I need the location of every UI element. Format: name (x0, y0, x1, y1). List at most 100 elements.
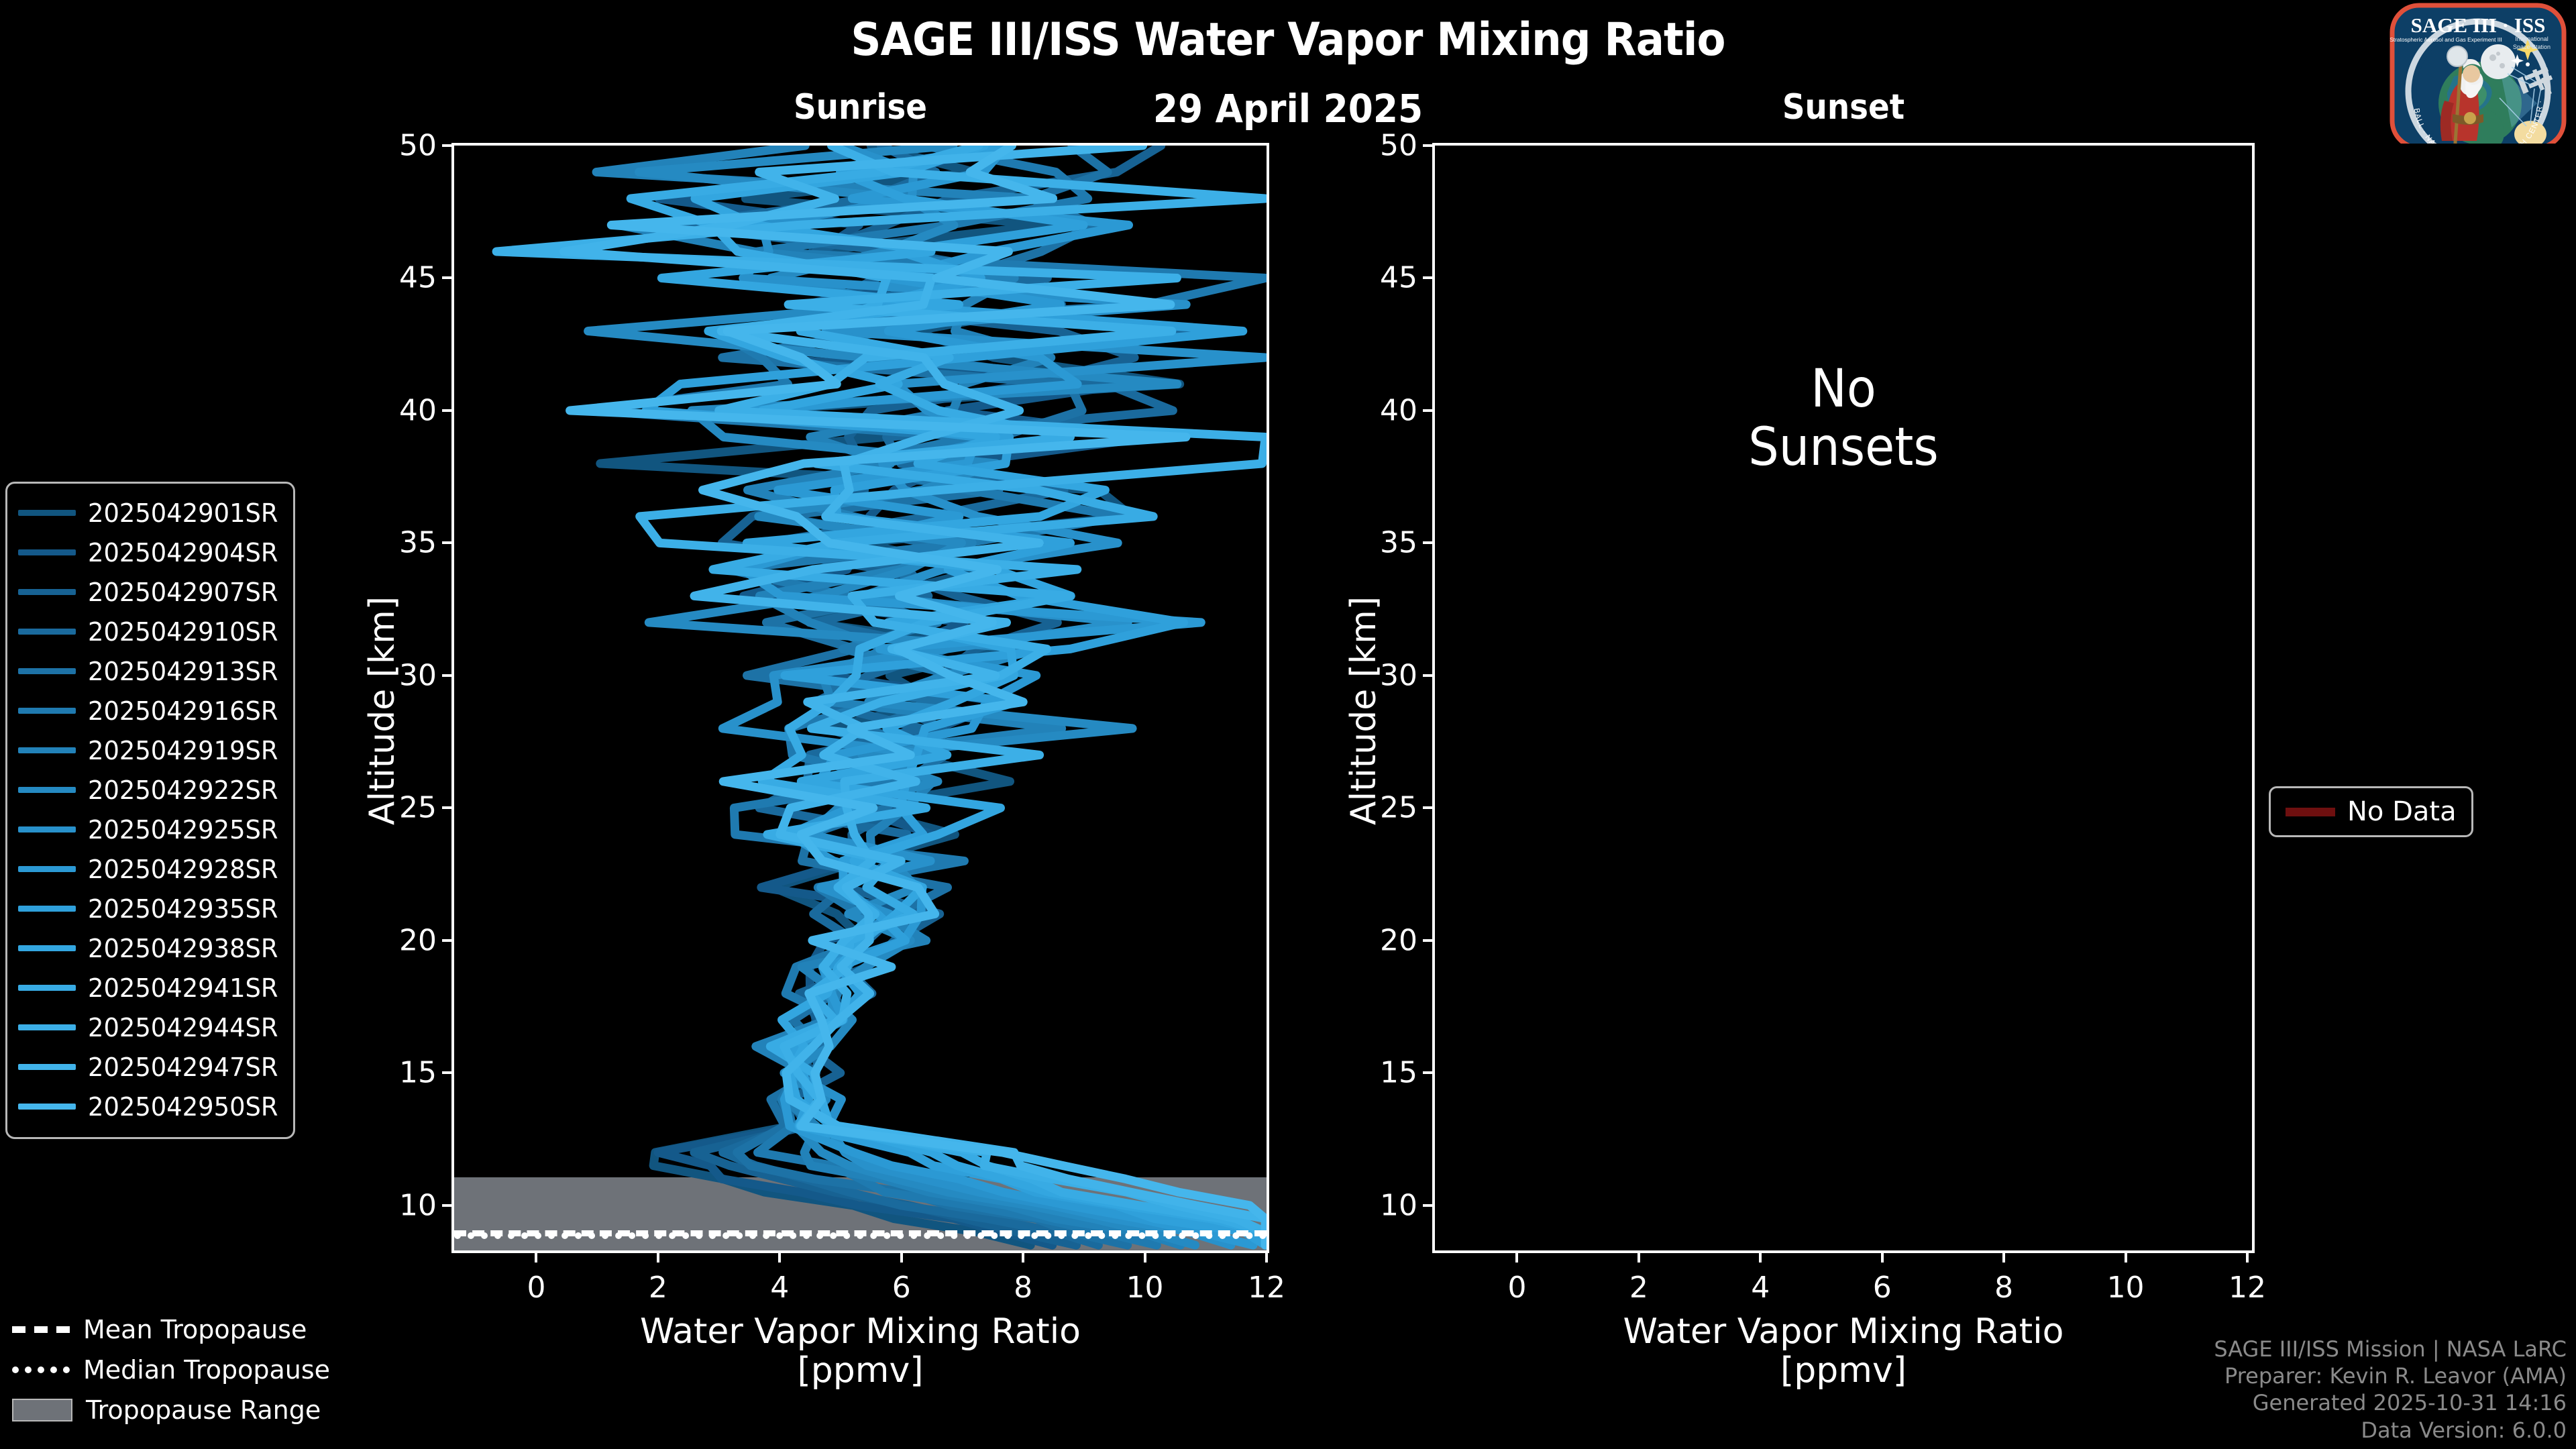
profile-legend-swatch (18, 1104, 76, 1110)
profile-legend-swatch (18, 826, 76, 833)
tropopause-legend-label: Mean Tropopause (83, 1315, 307, 1344)
profile-legend-item[interactable]: 2025042941SR (18, 968, 282, 1008)
sunset-plot-panel[interactable]: No Sunsets 10 15 20 25 30 35 40 45 50 0 2 4 6 8 10 12 … (1380, 129, 2266, 1391)
median-tropopause-line (454, 1232, 1267, 1240)
footer-generated: Generated 2025-10-31 14:16 (2252, 1390, 2567, 1416)
y-tick-label: 50 (399, 128, 437, 163)
x-tick-label: 0 (527, 1271, 546, 1305)
y-tick-mark (1423, 541, 1435, 545)
y-tick-mark (442, 1071, 454, 1075)
profile-legend-item[interactable]: 2025042904SR (18, 533, 282, 572)
y-tick-mark (1423, 276, 1435, 280)
x-tick-mark (1880, 1250, 1884, 1263)
y-tick-mark (442, 276, 454, 280)
x-tick-mark (1022, 1250, 1025, 1263)
tropopause-range-swatch (12, 1399, 72, 1421)
x-tick-mark (778, 1250, 782, 1263)
logo-subtitle-right-2: Space Station (2513, 44, 2551, 50)
profile-legend-label: 2025042947SR (88, 1052, 278, 1082)
y-tick-label: 25 (399, 790, 437, 825)
tropopause-legend-item: Mean Tropopause (12, 1309, 361, 1350)
y-tick-label: 20 (1380, 923, 1417, 958)
x-tick-mark (1265, 1250, 1268, 1263)
date-title: 29 April 2025 (1152, 86, 1424, 131)
profile-legend-swatch (18, 708, 76, 714)
profile-legend-item[interactable]: 2025042935SR (18, 889, 282, 928)
y-tick-label: 40 (399, 393, 437, 428)
profile-legend-item[interactable]: 2025042950SR (18, 1087, 282, 1126)
sunset-panel-title: Sunset (1782, 87, 1905, 127)
x-tick-mark (1759, 1250, 1762, 1263)
sunrise-y-axis-title: Altitude [km] (362, 596, 402, 825)
profile-legend-item[interactable]: 2025042913SR (18, 651, 282, 691)
y-tick-label: 40 (1380, 393, 1417, 428)
profile-legend-item[interactable]: 2025042901SR (18, 493, 282, 533)
x-tick-mark (2246, 1250, 2249, 1263)
x-tick-label: 12 (2229, 1271, 2266, 1305)
y-tick-mark (442, 938, 454, 942)
profile-legend-item[interactable]: 2025042907SR (18, 572, 282, 612)
mean-tropopause-swatch (12, 1321, 70, 1338)
x-tick-label: 8 (1994, 1271, 2014, 1305)
profile-legend-item[interactable]: 2025042925SR (18, 810, 282, 849)
x-tick-mark (535, 1250, 538, 1263)
profile-legend[interactable]: 2025042901SR 2025042904SR 2025042907SR 2025… (5, 482, 295, 1139)
profile-legend-item[interactable]: 2025042928SR (18, 849, 282, 889)
y-tick-label: 50 (1380, 128, 1417, 163)
x-tick-mark (2124, 1250, 2127, 1263)
sunrise-x-axis-title: Water Vapor Mixing Ratio [ppmv] (454, 1312, 1267, 1391)
x-tick-label: 6 (1872, 1271, 1892, 1305)
logo-graphic: BALL · NASA LANGLEY RESEARCH CENTER · ES… (2390, 3, 2567, 150)
footer-data-version: Data Version: 6.0.0 (2361, 1417, 2567, 1443)
profile-legend-item[interactable]: 2025042944SR (18, 1008, 282, 1047)
sunset-y-axis-title: Altitude [km] (1344, 596, 1384, 825)
profile-legend-item[interactable]: 2025042916SR (18, 691, 282, 731)
y-tick-label: 35 (1380, 525, 1417, 560)
tropopause-legend-item: Tropopause Range (12, 1390, 361, 1430)
y-tick-label: 10 (1380, 1188, 1417, 1223)
profile-legend-swatch (18, 549, 76, 555)
profile-legend-label: 2025042950SR (88, 1091, 278, 1122)
no-data-legend[interactable]: No Data (2269, 786, 2473, 837)
x-tick-label: 2 (648, 1271, 667, 1305)
x-tick-label: 10 (2106, 1271, 2145, 1305)
y-tick-label: 35 (399, 525, 437, 560)
tropopause-legend: Mean Tropopause Median Tropopause Tropopau… (12, 1309, 361, 1430)
y-tick-mark (442, 541, 454, 545)
y-tick-mark (442, 144, 454, 147)
y-tick-label: 10 (399, 1188, 437, 1223)
profile-legend-swatch (18, 589, 76, 595)
y-tick-mark (1423, 674, 1435, 677)
profile-legend-swatch (18, 945, 76, 951)
profile-legend-item[interactable]: 2025042919SR (18, 731, 282, 770)
sunrise-plot-panel[interactable]: 10 15 20 25 30 35 40 45 50 0 2 4 6 8 10 12 Water Vapor… (399, 129, 1285, 1391)
profile-curve (566, 146, 1267, 1250)
x-tick-mark (1515, 1250, 1519, 1263)
y-tick-mark (442, 1203, 454, 1207)
no-sunsets-message: No Sunsets (1748, 359, 1939, 478)
profile-legend-item[interactable]: 2025042947SR (18, 1047, 282, 1087)
profile-legend-swatch (18, 787, 76, 793)
profile-legend-item[interactable]: 2025042922SR (18, 770, 282, 810)
x-axis-title-line2: [ppmv] (1780, 1350, 1907, 1391)
profile-legend-label: 2025042907SR (88, 577, 278, 607)
profile-legend-swatch (18, 747, 76, 753)
profile-legend-swatch (18, 668, 76, 674)
footer-metadata: SAGE III/ISS Mission | NASA LaRC Prepare… (2214, 1336, 2567, 1444)
x-tick-label: 2 (1629, 1271, 1648, 1305)
x-tick-label: 12 (1248, 1271, 1285, 1305)
profile-legend-label: 2025042935SR (88, 894, 278, 924)
profile-legend-label: 2025042910SR (88, 616, 278, 647)
profile-legend-swatch (18, 510, 76, 516)
profile-legend-label: 2025042901SR (88, 498, 278, 528)
y-tick-label: 45 (1380, 260, 1417, 295)
profile-legend-label: 2025042916SR (88, 696, 278, 726)
logo-title: SAGE III · ISS (2411, 13, 2546, 37)
profile-legend-swatch (18, 1024, 76, 1030)
profile-legend-item[interactable]: 2025042938SR (18, 928, 282, 968)
y-tick-mark (1423, 144, 1435, 147)
y-tick-label: 15 (1380, 1055, 1417, 1090)
profile-legend-item[interactable]: 2025042910SR (18, 612, 282, 651)
profile-legend-label: 2025042922SR (88, 775, 278, 805)
logo-subtitle-left: Stratospheric Aerosol and Gas Experiment… (2390, 36, 2502, 43)
